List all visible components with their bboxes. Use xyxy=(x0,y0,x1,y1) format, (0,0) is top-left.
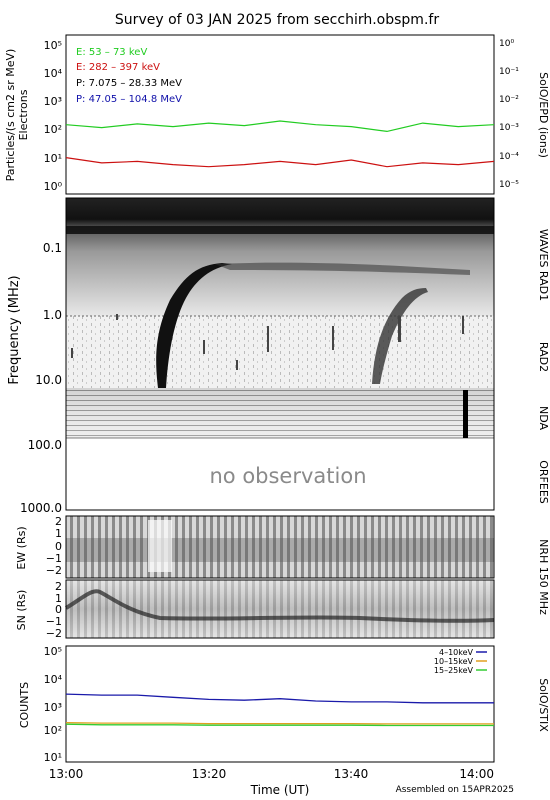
epd-left-tick: 10⁰ xyxy=(44,180,63,193)
epd-left-tick: 10⁴ xyxy=(44,67,63,80)
rad2-spectrogram xyxy=(66,316,494,388)
sn-tick: 0 xyxy=(55,603,62,616)
epd-legend-entry: E: 53 – 73 keV xyxy=(76,47,147,58)
ew-tick: −2 xyxy=(46,564,62,577)
stix-tick: 10³ xyxy=(44,701,62,714)
instrument-label-orfees: ORFEES xyxy=(537,460,550,504)
nrh-ew-image xyxy=(66,516,494,578)
nrh-ew-source-band xyxy=(66,538,494,562)
epd-left-tick: 10² xyxy=(44,123,62,136)
time-axis: 13:00 13:20 13:40 14:00 Time (UT) Assemb… xyxy=(49,767,514,797)
nda-shade xyxy=(66,388,494,438)
figure-title: Survey of 03 JAN 2025 from secchirh.obsp… xyxy=(115,12,439,28)
stix-panel: 10⁵ 10⁴ 10³ 10² 10¹ COUNTS SolO/STIX 4–1… xyxy=(18,645,550,764)
instrument-label-nda: NDA xyxy=(537,406,550,431)
type-iii-burst xyxy=(372,288,428,384)
epd-left-tick: 10¹ xyxy=(44,152,62,165)
nrh-ew-panel: 2 1 0 −1 −2 EW (Rs) xyxy=(15,515,495,579)
nrh-ew-frame xyxy=(65,515,495,579)
ew-tick: 1 xyxy=(55,527,62,540)
epd-right-tick: 10⁻³ xyxy=(499,123,519,133)
epd-legend-entry: E: 282 – 397 keV xyxy=(76,62,160,73)
epd-ylabel: Particles/(s cm2 sr MeV) xyxy=(4,49,17,182)
ew-tick: −1 xyxy=(46,552,62,565)
epd-frame xyxy=(65,34,495,195)
epd-right-tick: 10⁻² xyxy=(499,95,519,105)
instrument-label-rad2: RAD2 xyxy=(537,342,550,372)
no-observation-label: no observation xyxy=(209,464,366,488)
sn-ylabel: SN (Rs) xyxy=(15,590,28,631)
ew-tick: 0 xyxy=(55,540,62,553)
stix-legend-entry: 15–25keV xyxy=(434,666,474,675)
ew-tick: 2 xyxy=(55,515,62,528)
epd-left-tick: 10³ xyxy=(44,95,62,108)
stix-legend-entry: 4–10keV xyxy=(439,648,474,657)
burst-drift-tail xyxy=(215,262,470,275)
freq-tick: 100.0 xyxy=(28,438,62,452)
epd-right-label: SolO/EPD (ions) xyxy=(537,72,550,158)
stix-tick: 10⁵ xyxy=(44,645,62,658)
epd-ylabel-electrons: Electrons xyxy=(17,89,30,140)
sn-tick: −2 xyxy=(46,627,62,640)
epd-right-tick: 10⁻⁵ xyxy=(499,180,519,190)
nrh-sn-panel: 2 1 0 −1 −2 SN (Rs) NRH 150 MHz xyxy=(15,539,550,640)
epd-left-axis: 10⁵ 10⁴ 10³ 10² 10¹ 10⁰ xyxy=(44,39,63,193)
time-tick: 13:20 xyxy=(192,767,227,781)
radio-frame xyxy=(65,197,495,511)
sn-tick: −1 xyxy=(46,615,62,628)
sn-tick: 1 xyxy=(55,592,62,605)
freq-tick: 10.0 xyxy=(35,373,62,387)
series-line xyxy=(65,120,495,133)
epd-right-tick: 10⁻⁴ xyxy=(499,152,519,162)
time-tick: 14:00 xyxy=(459,767,494,781)
epd-legend-entry: P: 47.05 – 104.8 MeV xyxy=(76,94,182,105)
time-tick: 13:40 xyxy=(334,767,369,781)
nrh-sn-source-track xyxy=(64,589,495,623)
epd-panel: 10⁵ 10⁴ 10³ 10² 10¹ 10⁰ 10⁰ 10⁻¹ 10⁻² 10… xyxy=(4,34,550,195)
epd-right-tick: 10⁻¹ xyxy=(499,67,519,77)
epd-right-axis: 10⁰ 10⁻¹ 10⁻² 10⁻³ 10⁻⁴ 10⁻⁵ xyxy=(499,39,519,190)
time-tick: 13:00 xyxy=(49,767,84,781)
nrh-ew-bright-region xyxy=(148,520,172,572)
radio-panel: no observation 0.1 1.0 10.0 100.0 1000.0… xyxy=(7,197,550,515)
sn-tick: 2 xyxy=(55,580,62,593)
series-line xyxy=(65,157,495,168)
freq-tick: 1.0 xyxy=(43,308,62,322)
assembled-note: Assembled on 15APR2025 xyxy=(396,785,514,795)
stix-tick: 10⁴ xyxy=(44,673,63,686)
series-line xyxy=(65,721,494,725)
time-axis-label: Time (UT) xyxy=(250,783,310,797)
nrh-right-label: NRH 150 MHz xyxy=(537,539,550,615)
waves-rad1-spectrogram xyxy=(66,198,494,316)
epd-legend-entry: P: 7.075 – 28.33 MeV xyxy=(76,78,182,89)
instrument-label-rad1: WAVES RAD1 xyxy=(537,229,550,301)
stix-tick: 10¹ xyxy=(44,751,62,764)
nrh-sn-frame xyxy=(65,579,495,639)
ew-ylabel: EW (Rs) xyxy=(15,526,28,569)
nrh-sn-stripes xyxy=(66,580,494,638)
type-iii-burst xyxy=(156,263,232,388)
freq-tick: 1000.0 xyxy=(20,501,62,515)
stix-frame xyxy=(65,645,495,763)
nda-burst-mark xyxy=(463,390,468,438)
rad2-interference-marks xyxy=(71,314,464,370)
freq-tick: 0.1 xyxy=(43,241,62,255)
orfees-empty-area xyxy=(66,438,494,510)
series-line xyxy=(65,693,494,704)
stix-right-label: SolO/STIX xyxy=(537,678,550,732)
series-line xyxy=(65,723,494,727)
freq-ylabel: Frequency (MHz) xyxy=(7,275,22,384)
stix-legend-entry: 10–15keV xyxy=(434,657,474,666)
epd-right-tick: 10⁰ xyxy=(499,39,514,49)
stix-tick: 10² xyxy=(44,724,62,737)
rad1-dark-band xyxy=(66,226,494,234)
epd-left-tick: 10⁵ xyxy=(44,39,62,52)
stix-ylabel: COUNTS xyxy=(18,682,31,728)
